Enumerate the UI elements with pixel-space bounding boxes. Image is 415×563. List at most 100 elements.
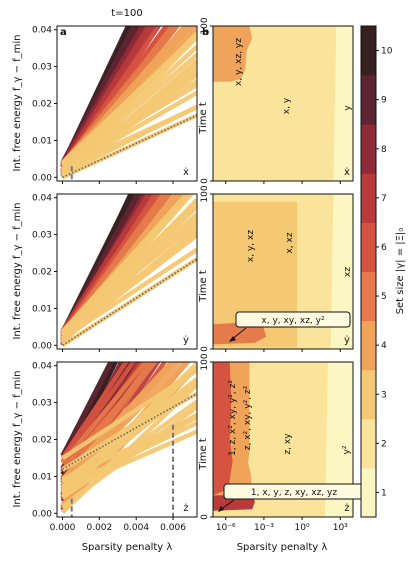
fan-line <box>61 232 197 334</box>
colorbar-frame <box>360 25 377 518</box>
region-y-2: x, xz <box>285 232 295 253</box>
region-z-2: z, x², xy, y², z² <box>243 385 253 450</box>
xlabel-left: Sparsity penalty λ <box>82 542 173 553</box>
ytick-label: 0.03 <box>32 399 52 409</box>
xtick-label: 0.000 <box>50 523 76 533</box>
panel-a-letter: a <box>60 27 67 38</box>
fan-line <box>61 105 197 172</box>
right-ylabel-row2: Time t <box>198 270 209 303</box>
colorbar-tick-label: 7 <box>381 194 387 204</box>
marker-b-xdot: ẋ <box>344 167 350 178</box>
region-y-3: xz <box>343 267 353 277</box>
xtick-label: 10⁻³ <box>254 523 274 533</box>
colorbar-swatch <box>361 75 376 125</box>
ytick-label: 100 <box>200 353 210 370</box>
ytick-label: 0 <box>200 514 210 520</box>
colorbar-swatch <box>361 26 376 76</box>
panel-b-frame <box>212 361 354 518</box>
fan-line <box>61 247 197 341</box>
fan-line <box>60 26 156 167</box>
marker-b-zdot: ż <box>344 503 349 514</box>
fan-line <box>61 415 197 482</box>
xtick-label: 0.002 <box>86 523 112 533</box>
fan-line <box>61 420 197 490</box>
heatmap-region <box>330 194 353 349</box>
xtick-label: 10⁰ <box>295 523 310 533</box>
colorbar-swatch <box>361 369 376 420</box>
xtick-label: 0.004 <box>123 523 149 533</box>
fan-line <box>60 32 197 165</box>
ytick-label: 0.04 <box>32 194 52 204</box>
colorbar-tick-label: 8 <box>381 145 387 155</box>
fan-line <box>60 362 115 457</box>
left-ylabel-row2: Int. free energy f_γ − f_min <box>12 202 23 339</box>
xlabel-right: Sparsity penalty λ <box>237 542 328 553</box>
ytick-label: 100 <box>200 185 210 202</box>
panel-b-letter: b <box>202 27 209 38</box>
ytick-label: 0.04 <box>32 26 52 36</box>
ytick-label: 0 <box>200 178 210 184</box>
optimal-line-dots <box>62 258 197 346</box>
heatmap-region <box>213 26 253 82</box>
xtick-label: 0.006 <box>160 523 186 533</box>
annotation-y: x, y, xy, xz, y² <box>229 311 351 342</box>
colorbar-swatch <box>361 173 376 223</box>
colorbar-tick-label: 4 <box>381 341 387 351</box>
ytick-label: 100 <box>200 17 210 34</box>
axes-group: 0.00 0.01 0.02 0.03 0.04 0.00 0.01 0.02 0.03 0.04… <box>32 17 354 533</box>
right-ylabels: Time t Time t Time t <box>198 102 209 471</box>
colorbar-tick-label: 10 <box>381 47 393 57</box>
panel-b-frame <box>212 25 354 182</box>
left-ylabel-row3: Int. free energy f_γ − f_min <box>12 370 23 507</box>
ytick-label: 0.00 <box>32 341 52 351</box>
time-note: t=100 <box>111 8 142 19</box>
colorbar-swatch <box>361 222 376 272</box>
heatmap-region <box>213 201 297 348</box>
annotation-z: 1, x, y, z, xy, xz, yz <box>218 483 365 512</box>
colorbar: 1 2 3 4 5 6 7 8 9 10 <box>360 25 393 518</box>
panel-b-xdot-heatmap <box>213 26 353 181</box>
right-ylabel-row1: Time t <box>198 102 209 135</box>
right-ylabel-row3: Time t <box>198 438 209 471</box>
heatmap-region <box>213 362 233 496</box>
colorbar-swatch <box>361 271 376 322</box>
xtick-label: 10³ <box>333 523 348 533</box>
marker-b-ydot: ẏ <box>344 335 350 346</box>
marker-a-ydot: ẏ <box>183 335 189 346</box>
ytick-label: 0.03 <box>32 63 52 73</box>
ytick-label: 0.03 <box>32 231 52 241</box>
ytick-label: 0 <box>200 346 210 352</box>
colorbar-tick-label: 5 <box>381 292 387 302</box>
heatmap-region <box>325 362 353 517</box>
ytick-label: 0.00 <box>32 173 52 183</box>
fan-line <box>61 368 197 461</box>
colorbar-tick-label: 1 <box>381 488 387 498</box>
ytick-label: 0.01 <box>32 304 52 314</box>
colorbar-tick-label: 6 <box>381 243 387 253</box>
region-z-1: 1, z, x², xy, y², z² <box>228 380 238 456</box>
optimal-line-dots <box>62 392 197 470</box>
annotation-y-arrowhead <box>229 336 236 342</box>
annotation-y-text: x, y, xy, xz, y² <box>261 316 325 326</box>
ytick-label: 0.02 <box>32 100 52 110</box>
panel-b-zdot-heatmap <box>213 362 353 517</box>
colorbar-swatch <box>361 124 376 174</box>
fan-line <box>60 26 146 165</box>
panel-b-frame <box>212 193 354 350</box>
region-z-4: y² <box>342 445 352 454</box>
colorbar-label: Set size |γ| = |Ξ|₀ <box>395 228 406 315</box>
region-x-2: x, y <box>282 97 292 114</box>
region-x-1: x, y, xz, yz <box>234 38 244 86</box>
row-markers: ẋ ẏ ż ẋ ẏ ż <box>183 167 350 514</box>
heatmap-region <box>213 26 353 181</box>
fan-line <box>60 362 129 460</box>
fan-line <box>60 362 149 465</box>
heatmap-region <box>333 26 353 181</box>
left-ylabel-row1: Int. free energy f_γ − f_min <box>12 34 23 171</box>
colorbar-tick-label: 9 <box>381 96 387 106</box>
heatmap-region-labels: x, y, xz, yz x, y y x, y, xz x, xz xz 1,… <box>228 38 353 456</box>
ytick-label: 0.00 <box>32 509 52 519</box>
ytick-label: 0.04 <box>32 362 52 372</box>
fan-line <box>60 362 137 463</box>
